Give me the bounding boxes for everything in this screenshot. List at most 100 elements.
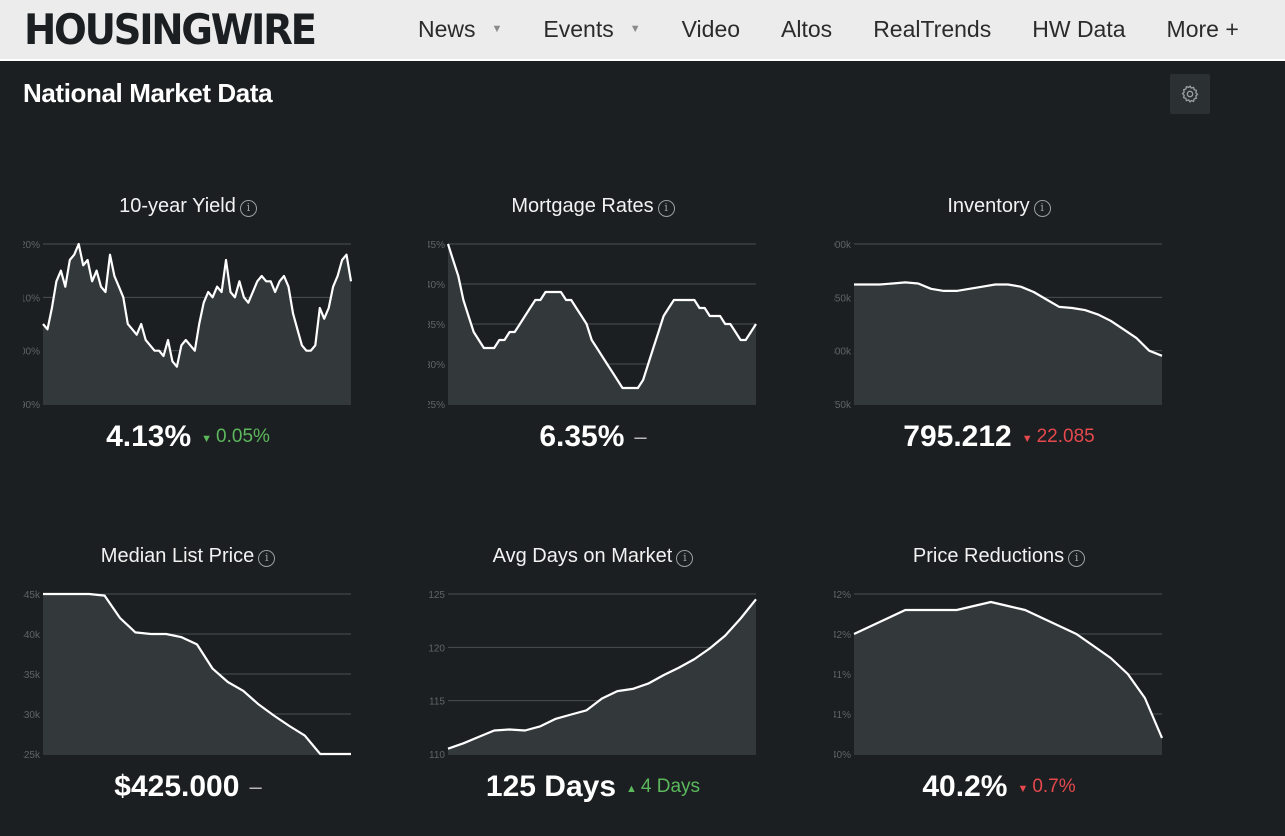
card-title: Inventory i xyxy=(834,195,1164,218)
area-chart: 4.20% 4.10% 4.00% 3.90% xyxy=(23,240,353,408)
triangle-down-icon: ▼ xyxy=(1021,433,1033,445)
triangle-down-icon: ▼ xyxy=(201,433,213,445)
y-tick-label: 41% xyxy=(834,710,851,721)
chart-series-line xyxy=(853,600,1164,739)
y-tick-label: 115 xyxy=(429,697,445,708)
y-tick-label: 41% xyxy=(834,670,851,681)
y-tick-label: 800k xyxy=(834,347,852,358)
value-row: 6.35% – xyxy=(428,420,758,454)
y-tick-label: 3.90% xyxy=(23,400,40,408)
current-value: 6.35% xyxy=(539,420,625,453)
triangle-up-icon: ▲ xyxy=(626,783,637,795)
value-row: $425.000– xyxy=(23,770,353,804)
card-title-label: Price Reductions xyxy=(912,545,1065,567)
chart-area xyxy=(854,602,1162,754)
chart-area xyxy=(854,282,1162,404)
nav-item-label: More + xyxy=(1166,15,1239,42)
nav-item-realtrends[interactable]: RealTrends xyxy=(873,16,991,43)
card-title: 10-year Yield i xyxy=(23,195,353,218)
info-icon[interactable]: i xyxy=(1033,200,1051,217)
area-chart: $445k $440k $435k $430k $425k xyxy=(23,590,351,758)
nav-item-more[interactable]: More + xyxy=(1167,16,1239,43)
y-tick-label: 6.45% xyxy=(428,240,445,251)
chart-series-line xyxy=(446,243,757,390)
card-title-label: Median List Price xyxy=(100,545,255,567)
y-tick-label: 4.00% xyxy=(23,347,40,358)
info-icon[interactable]: i xyxy=(1068,550,1086,567)
y-tick-label: 4.10% xyxy=(23,293,40,304)
change-value: – xyxy=(634,424,647,449)
y-tick-label: 4.20% xyxy=(23,240,40,251)
chart-area xyxy=(448,599,756,754)
current-value: $425.000 xyxy=(114,770,240,803)
y-tick-label: 6.35% xyxy=(428,320,445,331)
change-value: 0.05% xyxy=(216,426,270,447)
change-value: 22.085 xyxy=(1036,426,1095,447)
nav-item-news[interactable]: News ▼ xyxy=(418,16,502,43)
chart-area xyxy=(448,244,756,404)
chart-series-line xyxy=(43,592,351,756)
y-tick-label: $430k xyxy=(23,710,41,721)
y-tick-label: $445k xyxy=(23,590,41,601)
area-chart: 6.45% 6.40% 6.35% 6.30% 6.25% xyxy=(428,240,757,408)
info-icon[interactable]: i xyxy=(676,550,694,567)
nav-item-events[interactable]: Events ▼ xyxy=(543,16,640,43)
nav-item-hw-data[interactable]: HW Data xyxy=(1032,16,1125,43)
chart-series-line xyxy=(447,598,757,750)
triangle-down-icon: ▼ xyxy=(1017,783,1029,795)
nav-item-label: News xyxy=(418,15,476,42)
change-value: 0.7% xyxy=(1032,776,1076,797)
y-tick-label: 40% xyxy=(834,750,851,758)
nav-item-altos[interactable]: Altos xyxy=(781,16,832,43)
housingwire-logo[interactable]: HOUSINGWIRE xyxy=(24,5,317,54)
change-indicator: – xyxy=(634,424,646,449)
change-value: – xyxy=(249,774,262,799)
y-tick-label: $435k xyxy=(23,670,41,681)
card-title: Avg Days on Market i xyxy=(428,545,758,568)
y-tick-label: 120 xyxy=(428,643,445,654)
y-tick-label: $425k xyxy=(23,750,41,758)
y-tick-label: 6.30% xyxy=(428,360,445,371)
current-value: 795.212 xyxy=(903,420,1012,453)
y-tick-label: 6.40% xyxy=(428,280,445,291)
info-icon[interactable]: i xyxy=(657,200,675,217)
value-row: 125 Days ▲ 4 Days xyxy=(428,770,758,804)
y-tick-label: $440k xyxy=(23,630,41,641)
y-tick-label: 850k xyxy=(834,293,852,304)
current-value: 125 Days xyxy=(485,770,617,803)
chart-area xyxy=(43,594,351,754)
current-value: 40.2% xyxy=(922,770,1008,803)
current-value: 4.13% xyxy=(106,420,192,453)
card-title: Mortgage Rates i xyxy=(428,195,758,218)
card-title-label: Avg Days on Market xyxy=(492,545,673,567)
chart-series-line xyxy=(42,242,353,368)
y-tick-label: 900k xyxy=(834,240,852,251)
main-nav: News ▼ Events ▼ Video Altos RealTrends HW Data M… xyxy=(418,0,1280,58)
card-title-label: 10-year Yield xyxy=(119,195,236,217)
chart-area xyxy=(43,244,351,404)
nav-item-label: Video xyxy=(681,15,741,42)
change-indicator: ▼ 22.085 xyxy=(1022,426,1095,447)
value-row: 795.212 ▼ 22.085 xyxy=(834,420,1164,454)
nav-item-label: Altos xyxy=(781,15,833,42)
change-indicator: ▼ 0.05% xyxy=(201,426,270,447)
gear-icon xyxy=(1181,85,1199,103)
y-tick-label: 110 xyxy=(429,750,445,758)
section-title: National Market Data xyxy=(23,78,273,108)
info-icon[interactable]: i xyxy=(239,200,257,217)
card-title: Median List Price i xyxy=(23,545,353,568)
card-title-label: Inventory xyxy=(947,195,1030,217)
y-tick-label: 42% xyxy=(834,590,851,601)
chart-series-line xyxy=(854,281,1163,357)
settings-button[interactable] xyxy=(1170,74,1210,114)
info-icon[interactable]: i xyxy=(258,550,276,567)
y-tick-label: 42% xyxy=(834,630,851,641)
y-tick-label: 125 xyxy=(428,590,445,601)
value-row: 4.13% ▼ 0.05% xyxy=(23,420,353,454)
value-row: 40.2% ▼ 0.7% xyxy=(834,770,1164,804)
chevron-down-icon: ▼ xyxy=(491,23,503,35)
card-title: Price Reductions i xyxy=(834,545,1164,568)
nav-item-video[interactable]: Video xyxy=(682,16,740,43)
nav-item-label: RealTrends xyxy=(873,15,992,42)
change-indicator: ▲ 4 Days xyxy=(626,776,700,797)
